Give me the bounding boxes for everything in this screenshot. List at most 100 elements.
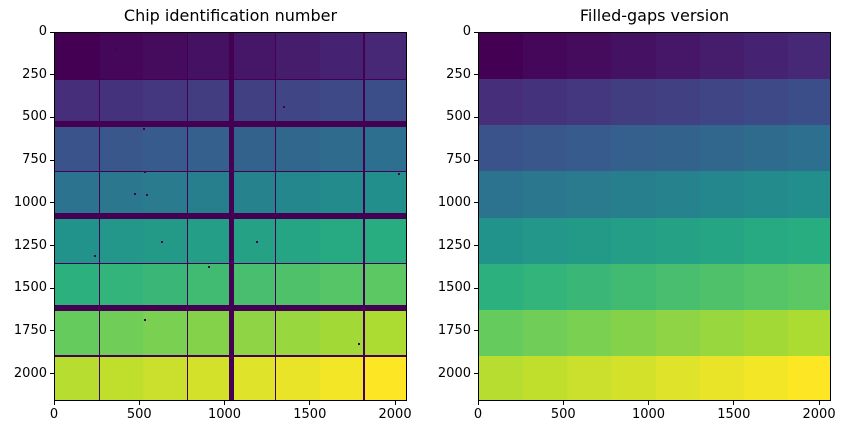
dead-pixel-speckle	[207, 265, 210, 268]
chip-cell	[743, 217, 789, 265]
chip-cell	[743, 355, 789, 400]
chip-cell	[479, 263, 524, 311]
dead-pixel-speckle	[146, 193, 149, 196]
x-tick-mark	[477, 401, 479, 405]
chip-cell	[655, 33, 701, 80]
chip-cell	[231, 33, 277, 80]
chip-cell	[99, 355, 144, 400]
chip-cell	[479, 171, 524, 219]
y-tick-mark	[474, 159, 478, 161]
y-tick-label: 0	[38, 24, 47, 39]
y-tick-label: 1500	[13, 280, 47, 296]
chip-cell	[99, 217, 144, 265]
chip-cell	[187, 263, 233, 311]
chip-cell	[187, 217, 233, 265]
chip-cell	[611, 355, 657, 400]
y-tick-label: 1750	[13, 322, 47, 338]
chip-cell	[743, 79, 789, 126]
chip-cell	[699, 217, 745, 265]
y-tick-label: 2000	[437, 365, 471, 381]
right-plot-title: Filled-gaps version	[579, 6, 730, 25]
chip-cell	[567, 171, 613, 219]
chip-cell	[479, 309, 524, 357]
chip-cell	[99, 309, 144, 357]
chip-cell	[231, 79, 277, 126]
y-tick-mark	[50, 74, 54, 76]
x-tick-label: 500	[550, 407, 576, 422]
chip-cell	[567, 355, 613, 400]
chip-cell	[479, 125, 524, 173]
y-tick-label: 750	[22, 152, 47, 168]
chip-cell	[363, 171, 406, 219]
chip-cell	[319, 171, 365, 219]
chip-cell	[99, 125, 144, 173]
chip-cell	[363, 125, 406, 173]
chip-gap-horizontal-thick	[55, 120, 406, 127]
chip-cell	[55, 125, 100, 173]
y-tick-label: 1000	[13, 194, 47, 210]
y-tick-mark	[474, 31, 478, 33]
chip-cell	[275, 263, 321, 311]
dead-pixel-speckle	[142, 127, 145, 130]
x-tick-label: 2000	[378, 407, 412, 422]
chip-cell	[275, 355, 321, 400]
chip-cell	[363, 33, 406, 80]
chip-cell	[787, 125, 830, 173]
y-tick-label: 250	[22, 66, 47, 82]
x-tick-mark	[394, 401, 396, 405]
chip-cell	[143, 171, 189, 219]
x-tick-mark	[309, 401, 311, 405]
chip-cell	[319, 217, 365, 265]
y-tick-label: 2000	[13, 365, 47, 381]
x-tick-label: 2000	[802, 407, 836, 422]
chip-cell	[787, 33, 830, 80]
chip-cell	[55, 309, 100, 357]
dead-pixel-speckle	[143, 318, 146, 321]
chip-cell	[523, 217, 568, 265]
chip-cell	[187, 355, 233, 400]
y-tick-mark	[474, 330, 478, 332]
chip-gap-horizontal	[55, 263, 406, 265]
chip-cell	[143, 263, 189, 311]
chip-cell	[319, 309, 365, 357]
y-tick-label: 250	[446, 66, 471, 82]
chip-cell	[479, 217, 524, 265]
chip-cell	[319, 125, 365, 173]
chip-cell	[567, 217, 613, 265]
chip-cell	[231, 263, 277, 311]
chip-cell	[187, 171, 233, 219]
x-tick-label: 0	[49, 407, 59, 422]
chip-cell	[699, 125, 745, 173]
y-tick-mark	[474, 245, 478, 247]
chip-cell	[99, 79, 144, 126]
x-tick-label: 1000	[631, 407, 666, 422]
y-tick-label: 1250	[437, 237, 471, 253]
chip-cell	[55, 79, 100, 126]
chip-cell	[143, 125, 189, 173]
y-tick-mark	[50, 116, 54, 118]
chip-cell	[55, 263, 100, 311]
chip-cell	[655, 309, 701, 357]
chip-cell	[699, 355, 745, 400]
x-tick-mark	[733, 401, 735, 405]
chip-cell	[275, 125, 321, 173]
chip-cell	[479, 355, 524, 400]
chip-cell	[55, 217, 100, 265]
chip-cell	[363, 355, 406, 400]
y-tick-label: 750	[446, 152, 471, 168]
chip-cell	[143, 309, 189, 357]
x-tick-mark	[648, 401, 650, 405]
chip-cell	[275, 309, 321, 357]
y-tick-label: 0	[462, 24, 471, 39]
chip-cell	[523, 355, 568, 400]
y-tick-mark	[474, 116, 478, 118]
chip-cell	[743, 125, 789, 173]
chip-cell	[567, 263, 613, 311]
dead-pixel-speckle	[357, 342, 360, 345]
chip-cell	[655, 263, 701, 311]
chip-cell	[319, 79, 365, 126]
chip-cell	[275, 171, 321, 219]
x-tick-label: 1500	[293, 407, 327, 422]
chip-cell	[655, 79, 701, 126]
